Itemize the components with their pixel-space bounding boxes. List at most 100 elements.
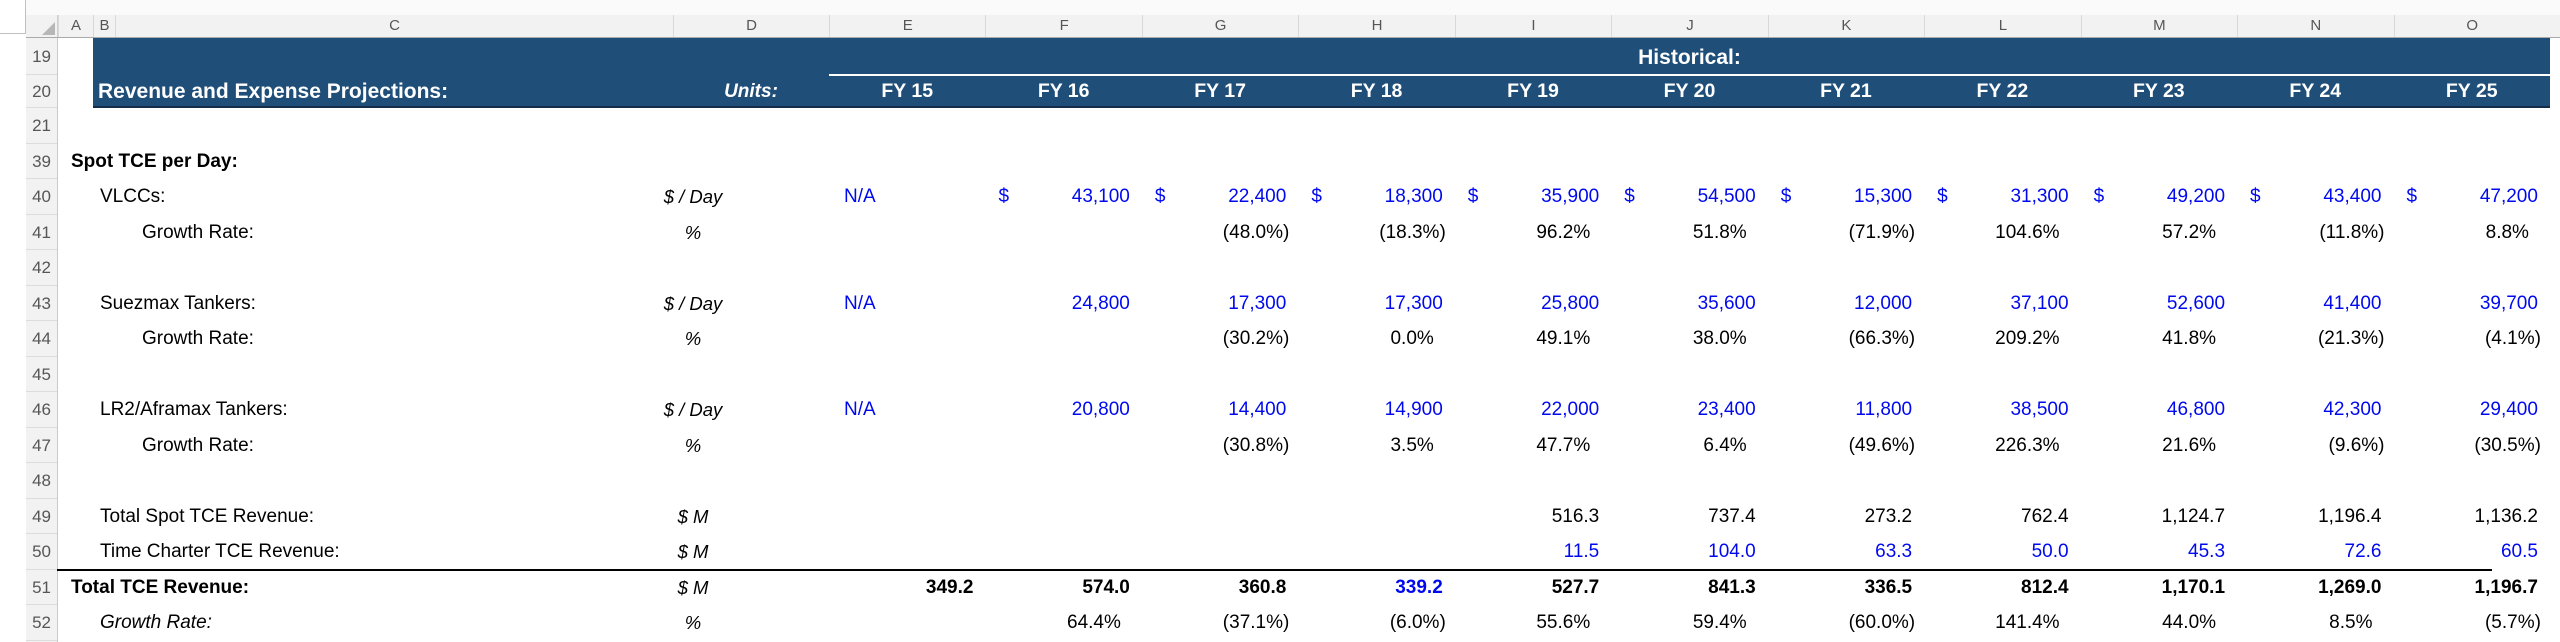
- column-header-I[interactable]: I: [1454, 15, 1611, 37]
- row-header-49[interactable]: 49: [26, 499, 57, 534]
- cell-N51[interactable]: 1,269.0: [2237, 570, 2393, 606]
- cell-K41[interactable]: (71.9%): [1768, 215, 1924, 251]
- cell-D44-units[interactable]: %: [684, 328, 702, 349]
- cell-H44[interactable]: 0.0%: [1298, 321, 1454, 357]
- cell-J46[interactable]: 23,400: [1611, 392, 1767, 428]
- cell-L41[interactable]: 104.6%: [1924, 215, 2080, 251]
- cell-D41-units[interactable]: %: [684, 221, 702, 243]
- column-header-O[interactable]: O: [2393, 15, 2550, 37]
- cell-K44[interactable]: (66.3%): [1768, 321, 1924, 357]
- cell-O44[interactable]: (4.1%): [2394, 321, 2550, 357]
- cell-L43[interactable]: 37,100: [1924, 286, 2080, 322]
- cell-O41[interactable]: 8.8%: [2394, 215, 2550, 251]
- row-header-40[interactable]: 40: [26, 179, 57, 215]
- cell-I47[interactable]: 47.7%: [1455, 428, 1611, 464]
- cell-D40-units[interactable]: $ / Day: [663, 186, 723, 207]
- cell-O47[interactable]: (30.5%): [2394, 428, 2550, 464]
- cell-J44[interactable]: 38.0%: [1611, 321, 1767, 357]
- cell-O50[interactable]: 60.5: [2394, 534, 2550, 570]
- cell-K43[interactable]: 12,000: [1768, 286, 1924, 322]
- cell-F43[interactable]: 24,800: [985, 286, 1141, 322]
- cell-F46[interactable]: 20,800: [985, 392, 1141, 428]
- cell-D50-units[interactable]: $ M: [677, 541, 709, 562]
- cell-I50[interactable]: 11.5: [1455, 534, 1611, 570]
- column-header-A[interactable]: A: [58, 15, 93, 37]
- cell-D51-units[interactable]: $ M: [677, 576, 709, 598]
- cell-C47-label[interactable]: Growth Rate:: [142, 434, 254, 456]
- cell-L49[interactable]: 762.4: [1924, 499, 2080, 535]
- cell-D46-units[interactable]: $ / Day: [663, 399, 723, 420]
- cell-J52[interactable]: 59.4%: [1611, 605, 1767, 641]
- row-header-41[interactable]: 41: [26, 215, 57, 250]
- column-header-M[interactable]: M: [2080, 15, 2237, 37]
- cell-N46[interactable]: 42,300: [2237, 392, 2393, 428]
- cell-I46[interactable]: 22,000: [1455, 392, 1611, 428]
- cell-G41[interactable]: (48.0%): [1142, 215, 1298, 251]
- cell-historical-label[interactable]: Historical:: [1638, 46, 1741, 69]
- cell-fy-header-FY-23[interactable]: FY 23: [2132, 80, 2185, 102]
- cell-C43-label[interactable]: Suezmax Tankers:: [100, 292, 256, 314]
- cell-H51[interactable]: 339.2: [1298, 570, 1454, 606]
- cell-E43[interactable]: N/A: [829, 286, 985, 322]
- cell-M51[interactable]: 1,170.1: [2081, 570, 2237, 606]
- cell-J41[interactable]: 51.8%: [1611, 215, 1767, 251]
- cell-L47[interactable]: 226.3%: [1924, 428, 2080, 464]
- row-header-47[interactable]: 47: [26, 428, 57, 463]
- row-header-21[interactable]: 21: [26, 108, 57, 144]
- cell-G44[interactable]: (30.2%): [1142, 321, 1298, 357]
- cell-M40[interactable]: 49,200 $: [2081, 179, 2237, 215]
- cell-K40[interactable]: 15,300 $: [1768, 179, 1924, 215]
- cell-M52[interactable]: 44.0%: [2081, 605, 2237, 641]
- cell-C52-label[interactable]: Growth Rate:: [100, 612, 212, 633]
- cell-G46[interactable]: 14,400: [1142, 392, 1298, 428]
- cell-M41[interactable]: 57.2%: [2081, 215, 2237, 251]
- cell-N40[interactable]: 43,400 $: [2237, 179, 2393, 215]
- cell-N50[interactable]: 72.6: [2237, 534, 2393, 570]
- cell-fy-header-FY-24[interactable]: FY 24: [2289, 80, 2342, 102]
- cell-L50[interactable]: 50.0: [1924, 534, 2080, 570]
- cell-H41[interactable]: (18.3%): [1298, 215, 1454, 251]
- cell-I43[interactable]: 25,800: [1455, 286, 1611, 322]
- row-header-48[interactable]: 48: [26, 463, 57, 499]
- cell-K50[interactable]: 63.3: [1768, 534, 1924, 570]
- cell-J50[interactable]: 104.0: [1611, 534, 1767, 570]
- cell-F51[interactable]: 574.0: [985, 570, 1141, 606]
- cell-F52[interactable]: 64.4%: [985, 605, 1141, 641]
- cell-fy-header-FY-22[interactable]: FY 22: [1976, 80, 2029, 102]
- cell-H52[interactable]: (6.0%): [1298, 605, 1454, 641]
- cell-O51[interactable]: 1,196.7: [2394, 570, 2550, 606]
- cell-I40[interactable]: 35,900 $: [1455, 179, 1611, 215]
- cell-fy-header-FY-17[interactable]: FY 17: [1194, 80, 1246, 102]
- cell-C50-label[interactable]: Time Charter TCE Revenue:: [100, 541, 340, 562]
- row-header-51[interactable]: 51: [26, 570, 57, 605]
- cell-M49[interactable]: 1,124.7: [2081, 499, 2237, 535]
- cell-O52[interactable]: (5.7%): [2394, 605, 2550, 641]
- cell-fy-header-FY-21[interactable]: FY 21: [1820, 80, 1872, 102]
- column-header-K[interactable]: K: [1767, 15, 1924, 37]
- cell-M46[interactable]: 46,800: [2081, 392, 2237, 428]
- cell-D47-units[interactable]: %: [684, 434, 702, 456]
- cell-H43[interactable]: 17,300: [1298, 286, 1454, 322]
- cell-C49-label[interactable]: Total Spot TCE Revenue:: [100, 505, 315, 527]
- cell-C40-label[interactable]: VLCCs:: [100, 186, 166, 207]
- cell-M43[interactable]: 52,600: [2081, 286, 2237, 322]
- cell-J51[interactable]: 841.3: [1611, 570, 1767, 606]
- cell-K49[interactable]: 273.2: [1768, 499, 1924, 535]
- select-all-corner[interactable]: [26, 15, 58, 37]
- cell-units-header[interactable]: Units:: [724, 81, 778, 102]
- cell-C46-label[interactable]: LR2/Aframax Tankers:: [100, 399, 288, 420]
- cell-O46[interactable]: 29,400: [2394, 392, 2550, 428]
- row-header-42[interactable]: 42: [26, 250, 57, 286]
- column-header-B[interactable]: B: [93, 15, 115, 37]
- cell-G47[interactable]: (30.8%): [1142, 428, 1298, 464]
- row-header-52[interactable]: 52: [26, 605, 57, 641]
- column-header-L[interactable]: L: [1924, 15, 2080, 37]
- cell-C41-label[interactable]: Growth Rate:: [142, 221, 254, 243]
- cell-O43[interactable]: 39,700: [2394, 286, 2550, 322]
- cell-fy-header-FY-25[interactable]: FY 25: [2445, 80, 2498, 102]
- cell-K47[interactable]: (49.6%): [1768, 428, 1924, 464]
- cell-I51[interactable]: 527.7: [1455, 570, 1611, 606]
- cell-M44[interactable]: 41.8%: [2081, 321, 2237, 357]
- cell-fy-header-FY-15[interactable]: FY 15: [881, 80, 934, 102]
- cell-C44-label[interactable]: Growth Rate:: [142, 328, 254, 349]
